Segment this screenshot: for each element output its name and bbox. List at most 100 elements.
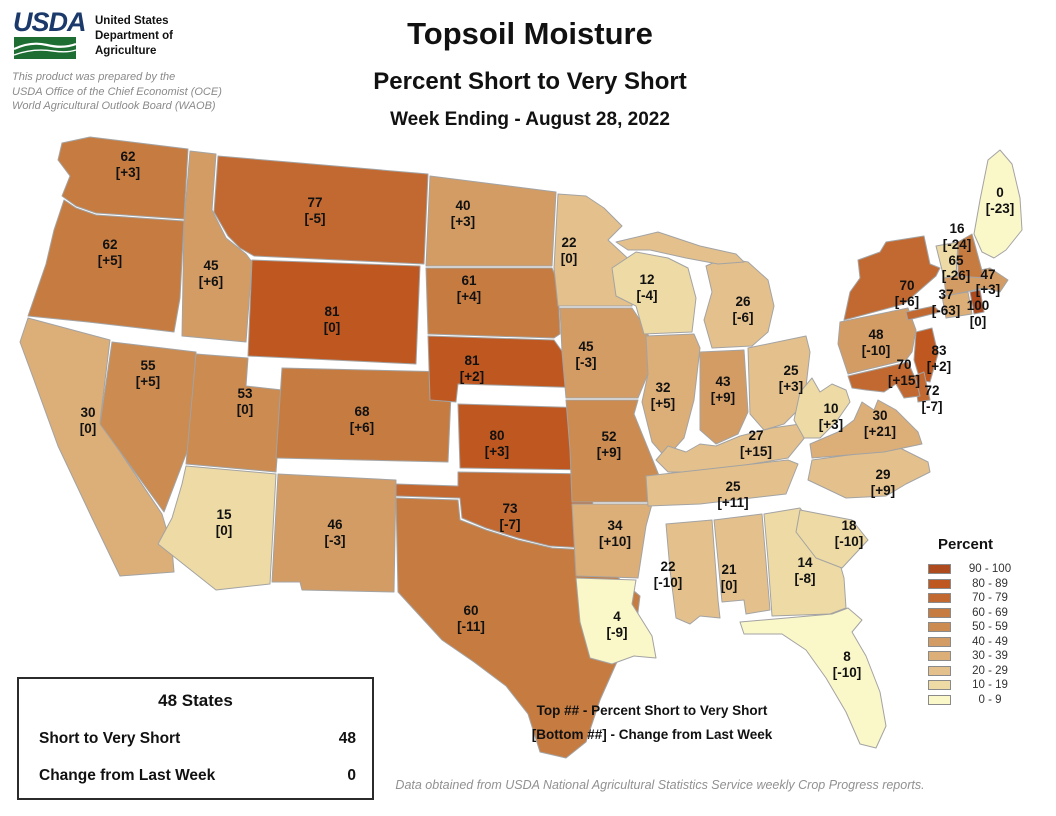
state-value-label-PA: 48 xyxy=(868,327,884,342)
state-change-label-GA: [-8] xyxy=(795,571,816,586)
state-change-label-VA: [+21] xyxy=(864,424,896,439)
org-line-3: Agriculture xyxy=(95,45,157,57)
state-change-label-CT: [-63] xyxy=(932,303,961,318)
state-value-label-DE: 72 xyxy=(924,383,939,398)
state-value-label-NH: 65 xyxy=(948,253,964,268)
state-change-label-OH: [+3] xyxy=(779,379,803,394)
state-SC xyxy=(795,509,869,569)
state-IA xyxy=(559,307,653,399)
state-value-label-FL: 8 xyxy=(843,649,851,664)
state-MD xyxy=(847,361,921,399)
national-stats-box: 48 States Short to Very Short 48 Change … xyxy=(17,677,374,800)
state-change-label-NE: [+2] xyxy=(460,369,484,384)
state-change-label-ND: [+3] xyxy=(451,214,475,229)
legend-bin-label: 90 - 100 xyxy=(968,563,1012,576)
state-value-label-VT: 16 xyxy=(949,221,965,236)
state-change-label-SC: [-10] xyxy=(835,534,864,549)
prepared-by-line-2: USDA Office of the Chief Economist (OCE) xyxy=(12,85,222,98)
state-value-label-ND: 40 xyxy=(455,198,470,213)
state-value-label-AZ: 15 xyxy=(216,507,232,522)
state-FL xyxy=(739,607,887,749)
usda-logo-text: USDA xyxy=(13,7,87,37)
legend-row-20-29: 20 - 29 xyxy=(928,664,1053,679)
legend-row-90-100: 90 - 100 xyxy=(928,562,1053,577)
legend-row-0-9: 0 - 9 xyxy=(928,693,1053,708)
state-value-label-ID: 45 xyxy=(203,258,219,273)
state-value-label-AR: 34 xyxy=(607,518,623,533)
state-OH xyxy=(747,335,811,431)
legend-bin-label: 30 - 39 xyxy=(972,650,1008,663)
state-change-label-NM: [-3] xyxy=(325,533,346,548)
state-change-label-AR: [+10] xyxy=(599,534,631,549)
legend-bin-label: 20 - 29 xyxy=(972,664,1008,677)
state-change-label-OK: [-7] xyxy=(500,517,521,532)
org-line-2: Department of xyxy=(95,30,173,42)
legend-title: Percent xyxy=(938,536,994,553)
bottom-value-note: [Bottom ##] - Change from Last Week xyxy=(531,727,773,742)
state-CA xyxy=(19,317,175,577)
stats-row-short-label: Short to Very Short xyxy=(39,730,181,747)
state-NC xyxy=(807,447,931,499)
state-value-label-NJ: 83 xyxy=(931,343,947,358)
org-line-1: United States xyxy=(95,15,169,27)
legend-swatch xyxy=(928,636,951,647)
legend-swatch xyxy=(928,607,951,618)
state-change-label-IA: [-3] xyxy=(576,355,597,370)
state-AZ xyxy=(157,465,277,591)
legend-swatch xyxy=(928,622,951,633)
state-change-label-AZ: [0] xyxy=(216,523,233,538)
state-value-label-ME: 0 xyxy=(996,185,1004,200)
state-NV xyxy=(99,341,197,513)
legend-row-50-59: 50 - 59 xyxy=(928,620,1053,635)
state-value-label-WV: 10 xyxy=(823,401,838,416)
legend-row-60-69: 60 - 69 xyxy=(928,606,1053,621)
state-value-label-MT: 77 xyxy=(307,195,322,210)
state-value-label-OH: 25 xyxy=(783,363,799,378)
legend-row-70-79: 70 - 79 xyxy=(928,591,1053,606)
state-change-label-WA: [+3] xyxy=(116,165,140,180)
state-value-label-MA: 47 xyxy=(980,267,995,282)
legend-bin-label: 40 - 49 xyxy=(972,635,1008,648)
state-change-label-NC: [+9] xyxy=(871,483,895,498)
data-source-note: Data obtained from USDA National Agricul… xyxy=(395,778,925,792)
state-WI xyxy=(611,251,697,335)
state-value-label-OR: 62 xyxy=(102,237,117,252)
state-WV xyxy=(793,377,851,439)
state-change-label-CO: [+6] xyxy=(350,420,374,435)
state-value-label-MO: 52 xyxy=(601,429,616,444)
state-value-label-SD: 61 xyxy=(461,273,477,288)
usda-org-text: United States Department of Agriculture xyxy=(95,14,173,59)
state-value-label-MN: 22 xyxy=(561,235,576,250)
state-change-label-KS: [+3] xyxy=(485,444,509,459)
state-MT xyxy=(213,155,429,265)
state-ME xyxy=(973,149,1023,259)
state-change-label-MD: [+15] xyxy=(888,373,920,388)
state-change-label-NV: [+5] xyxy=(136,374,160,389)
state-change-label-KY: [+15] xyxy=(740,444,772,459)
stats-row-change: Change from Last Week 0 xyxy=(19,767,372,785)
state-change-label-RI: [0] xyxy=(970,314,987,329)
state-value-label-WA: 62 xyxy=(120,149,135,164)
state-change-label-VT: [-24] xyxy=(943,237,972,252)
state-value-label-MI: 26 xyxy=(735,294,751,309)
state-VA xyxy=(809,399,923,459)
state-VT xyxy=(935,241,959,279)
state-TN xyxy=(645,459,799,507)
state-ND xyxy=(425,175,557,267)
state-value-label-LA: 4 xyxy=(613,609,621,624)
state-MI xyxy=(615,231,745,265)
state-UT xyxy=(185,353,283,473)
state-NY xyxy=(843,235,941,321)
state-ID xyxy=(181,150,253,343)
state-change-label-NH: [-26] xyxy=(942,268,971,283)
legend-swatch xyxy=(928,564,951,575)
state-value-label-GA: 14 xyxy=(797,555,813,570)
stats-row-short-value: 48 xyxy=(338,730,356,747)
state-OR xyxy=(27,199,185,333)
state-value-label-TN: 25 xyxy=(725,479,741,494)
state-value-label-MS: 22 xyxy=(660,559,675,574)
state-change-label-TN: [+11] xyxy=(717,495,748,510)
state-AL xyxy=(713,513,771,615)
state-value-label-SC: 18 xyxy=(841,518,857,533)
